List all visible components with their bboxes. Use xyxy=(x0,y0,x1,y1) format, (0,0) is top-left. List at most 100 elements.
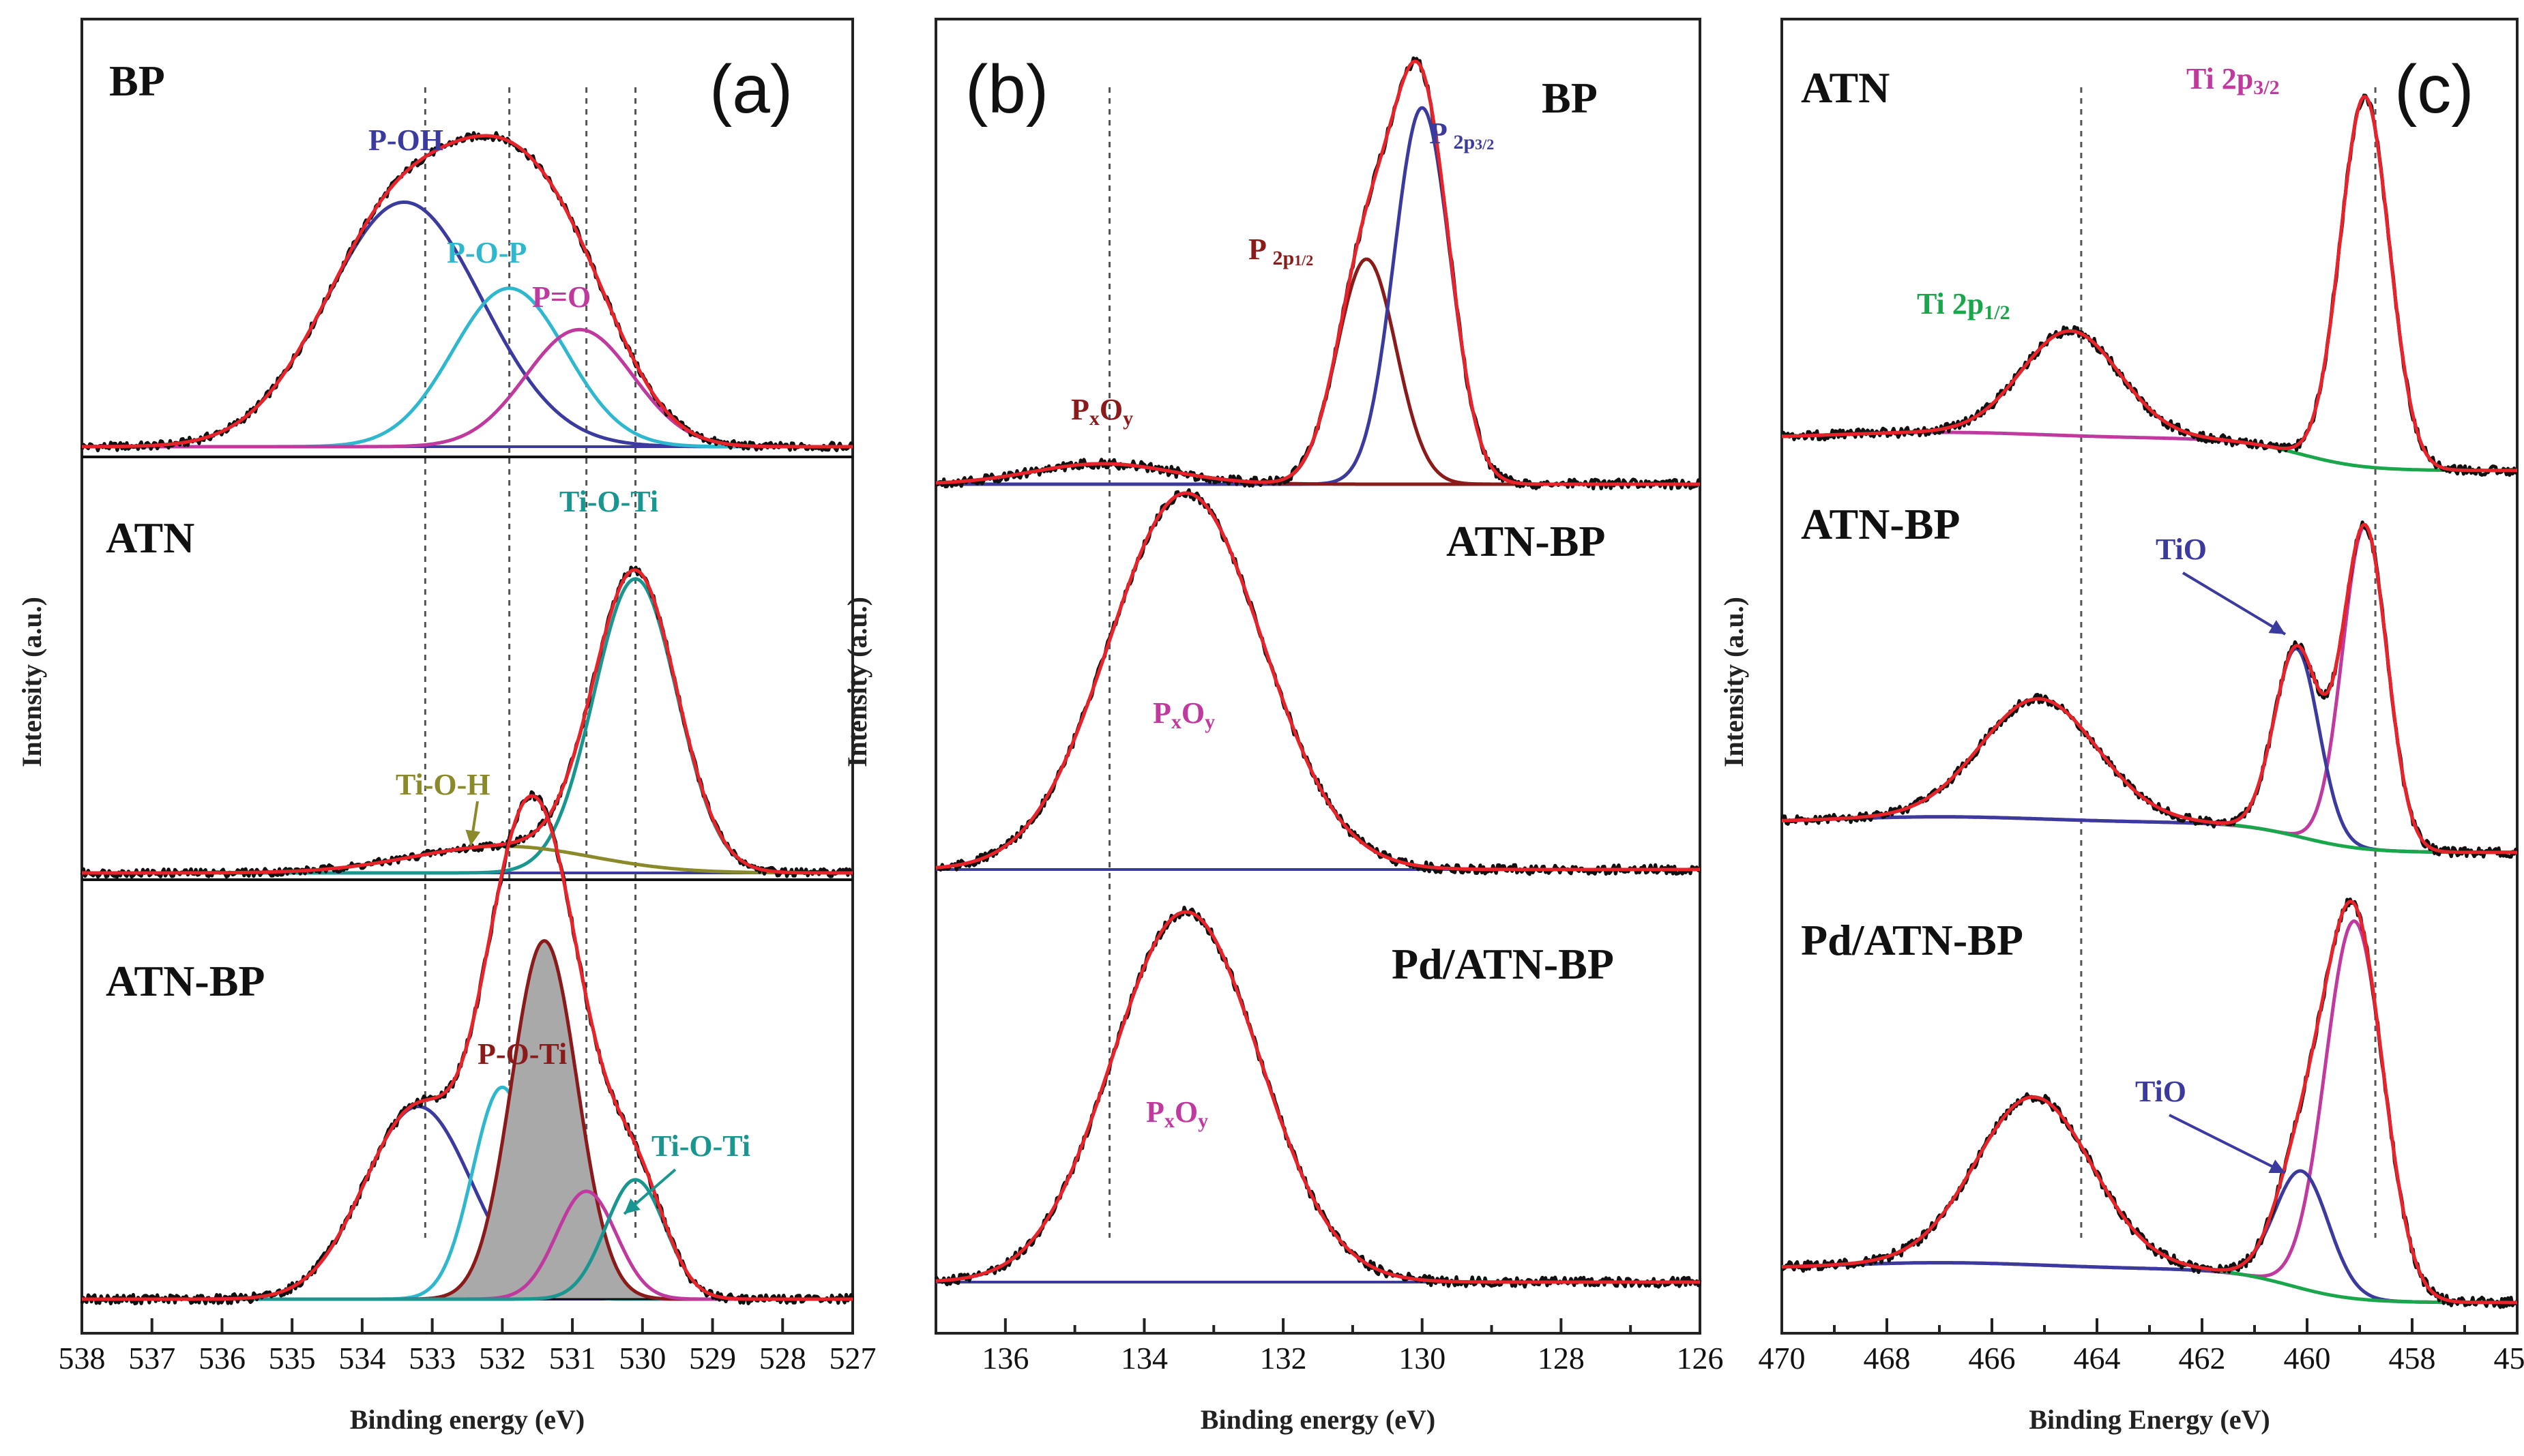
peak-label-ti-2p3-2-part: 3/2 xyxy=(2253,76,2279,99)
peak-label-ti-2p1-2-part: Ti 2p xyxy=(1917,287,1984,321)
sample-label: BP xyxy=(1542,74,1598,122)
component-p-o-p-curve xyxy=(81,1085,853,1301)
x-tick-label: 530 xyxy=(619,1341,666,1376)
component-ti-2p1-2-curve xyxy=(1781,329,2518,473)
panel-frame xyxy=(1780,18,2519,1335)
panel-a: 538 537 536 535 534 533 532 531 530 529 528 527 Bind… xyxy=(16,18,877,1435)
sample-label: BP xyxy=(109,57,165,105)
peak-label-pxoy-part: P xyxy=(1146,1095,1164,1129)
x-tick-label: 130 xyxy=(1398,1341,1446,1376)
x-tick-label: 456 xyxy=(2494,1341,2524,1376)
peak-label-ti-2p3-2-part: Ti 2p xyxy=(2186,62,2253,95)
peak-label-pxoy-part: x xyxy=(1164,1110,1175,1132)
spectrum-atn: ATN Ti-O-Ti Ti-O-H xyxy=(80,485,855,879)
peak-label-p-2p3-2-part: 3/2 xyxy=(1475,136,1494,153)
envelope-fit-curve xyxy=(935,910,1701,1284)
panel-c: 470 468 466 464 462 460 458 456 Binding Energy (… xyxy=(1718,18,2524,1435)
sample-label: ATN-BP xyxy=(106,957,265,1005)
peak-label-p-oh: P-OH xyxy=(368,123,443,157)
x-tick-label: 531 xyxy=(549,1341,596,1376)
panel-b: 136 134 132 130 128 126 Binding energy (eV) Int… xyxy=(842,18,1724,1435)
component-p-o-p-curve xyxy=(81,286,853,449)
x-tick-label: 132 xyxy=(1260,1341,1307,1376)
sample-label: ATN xyxy=(1801,63,1890,112)
envelope-fit-curve xyxy=(935,59,1701,486)
peak-label-ti-2p1-2: Ti 2p1/2 xyxy=(1917,287,2010,324)
component-ti-o-ti-curve xyxy=(81,577,853,875)
x-tick-label: 468 xyxy=(1864,1341,1911,1376)
x-tick-label: 538 xyxy=(59,1341,106,1376)
x-tick-label: 134 xyxy=(1121,1341,1168,1376)
x-tick-label: 532 xyxy=(479,1341,526,1376)
peak-label-ti-2p3-2: Ti 2p3/2 xyxy=(2186,62,2280,99)
raw-data-curve xyxy=(1781,93,2518,477)
x-tick-label: 470 xyxy=(1759,1341,1806,1376)
panel-frame xyxy=(935,18,1701,1335)
spectrum-pd-atn-bp: Pd/ATN-BP PxOy xyxy=(934,906,1702,1289)
component-p-2p1-2-curve xyxy=(935,257,1701,486)
peak-label-p-o-ti: P-O-Ti xyxy=(478,1037,567,1071)
annotation-arrowhead xyxy=(465,829,481,846)
peak-label-ti-o-h: Ti-O-H xyxy=(396,768,490,801)
envelope-fit-curve xyxy=(935,491,1701,872)
annotation-arrow xyxy=(2182,571,2287,636)
raw-data-curve xyxy=(1780,520,2519,859)
peak-label-pxoy-part: P xyxy=(1153,696,1171,730)
annotation-arrow xyxy=(2169,1114,2286,1174)
peak-label-p-2p3-2-part: 2p xyxy=(1453,131,1475,153)
spectrum-bp: BP P-OH P-O-PP=O xyxy=(80,57,855,453)
x-tick-label: 533 xyxy=(409,1341,456,1376)
peak-label-pxoy-part: y xyxy=(1198,1110,1208,1132)
sample-label: ATN xyxy=(106,514,194,562)
peak-label-pxoy-part: O xyxy=(1182,696,1205,730)
peak-label-pxoy: PxOy xyxy=(1071,393,1133,430)
x-tick-label: 466 xyxy=(1969,1341,2016,1376)
peak-label-pxoy-part: O xyxy=(1175,1095,1198,1129)
peak-label-tio: TiO xyxy=(2135,1075,2186,1108)
component-p-o-curve xyxy=(81,327,853,449)
peak-label-ti-o-ti: Ti-O-Ti xyxy=(559,485,658,518)
x-tick-label: 464 xyxy=(2074,1341,2121,1376)
raw-data-curve xyxy=(80,131,855,453)
peak-label-ti-o-ti: Ti-O-Ti xyxy=(651,1129,750,1163)
component-ti-2p1-2-curve xyxy=(1781,1095,2518,1305)
peak-label-p-2p1-2-part: 2p xyxy=(1272,247,1294,269)
x-tick-label: 528 xyxy=(759,1341,806,1376)
x-tick-label: 458 xyxy=(2389,1341,2436,1376)
annotation-arrowhead xyxy=(2268,1159,2285,1173)
peak-label-pxoy-part: x xyxy=(1089,407,1100,430)
peak-label-pxoy-part: O xyxy=(1100,393,1123,426)
x-tick-label: 128 xyxy=(1538,1341,1585,1376)
peak-label-p-2p1-2: P 2p1/2 xyxy=(1248,233,1313,269)
peak-label-p-o-p: P-O-P xyxy=(447,236,527,269)
spectrum-atn-bp: ATN-BP PxOy xyxy=(935,488,1701,876)
component-tio-curve xyxy=(1781,647,2518,855)
sample-label: Pd/ATN-BP xyxy=(1801,916,2023,964)
spectrum-atn: ATN Ti 2p3/2Ti 2p1/2 xyxy=(1781,62,2518,477)
x-tick-label: 536 xyxy=(199,1341,246,1376)
envelope-fit-curve xyxy=(81,568,853,875)
peak-label-ti-2p1-2-part: 1/2 xyxy=(1984,301,2010,324)
sample-label: ATN-BP xyxy=(1801,500,1960,548)
y-axis-title: Intensity (a.u.) xyxy=(16,597,47,767)
x-tick-label: 534 xyxy=(338,1341,385,1376)
x-tick-label: 535 xyxy=(269,1341,316,1376)
peak-label-p-2p3-2-part: P xyxy=(1429,117,1453,150)
peak-label-pxoy-part: y xyxy=(1205,711,1215,733)
x-tick-label: 537 xyxy=(128,1341,175,1376)
peak-label-pxoy-part: y xyxy=(1123,407,1133,430)
x-tick-label: 460 xyxy=(2284,1341,2331,1376)
x-tick-label: 126 xyxy=(1677,1341,1724,1376)
panel-tag: (c) xyxy=(2394,51,2474,128)
component-ti-2p1-2-curve xyxy=(1781,697,2518,855)
x-axis-title: Binding Energy (eV) xyxy=(2029,1404,2270,1435)
spectrum-atn-bp: ATN-BP P-O-Ti Ti-O-Ti xyxy=(80,790,855,1306)
x-axis-title: Binding energy (eV) xyxy=(350,1404,585,1435)
envelope-fit-curve xyxy=(1781,900,2518,1305)
panel-frame xyxy=(80,18,854,1335)
peak-label-p-o: P=O xyxy=(532,280,591,314)
peak-label-p-2p1-2-part: P xyxy=(1248,233,1272,266)
x-tick-label: 136 xyxy=(982,1341,1029,1376)
